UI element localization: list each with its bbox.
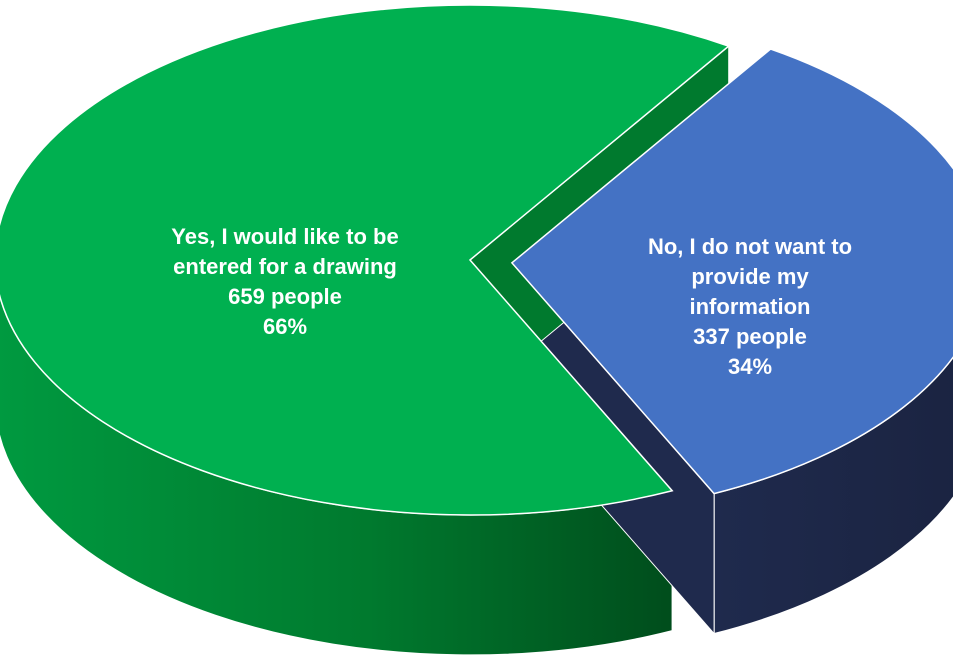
- slice-label-yes-line-2: entered for a drawing: [173, 254, 397, 279]
- slice-label-no-line-2: provide my: [691, 264, 809, 289]
- pie-slice-no: [510, 48, 953, 495]
- slice-label-yes: Yes, I would like to be entered for a dr…: [95, 222, 475, 342]
- pie-slice-yes: [0, 4, 731, 516]
- slice-label-yes-line-4: 66%: [262, 314, 308, 339]
- slice-label-no-line-5: 34%: [727, 354, 773, 379]
- slice-label-no: No, I do not want to provide my informat…: [580, 232, 920, 382]
- pie-tops: [0, 4, 953, 516]
- slice-label-no-line-4: 337 people: [693, 324, 807, 349]
- slice-label-yes-line-3: 659 people: [228, 284, 342, 309]
- slice-label-no-line-1: No, I do not want to: [647, 234, 853, 259]
- slice-label-yes-line-1: Yes, I would like to be: [171, 224, 399, 249]
- slice-label-no-line-3: information: [689, 294, 811, 319]
